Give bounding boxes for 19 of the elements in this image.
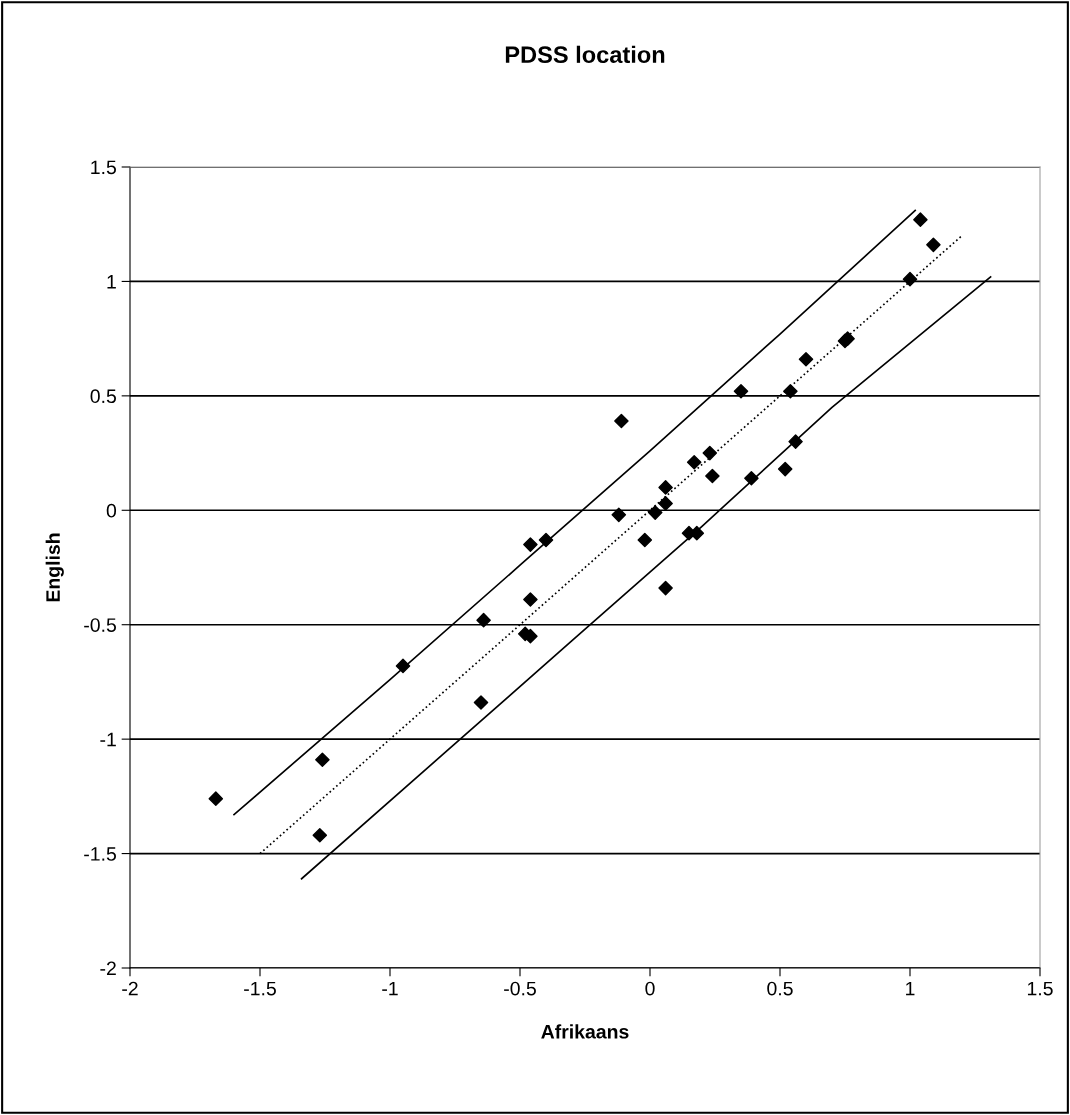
x-tick-label: 0: [645, 981, 655, 996]
x-axis-title: Afrikaans: [541, 1024, 629, 1039]
y-tick-label: -1: [100, 732, 116, 747]
y-axis-title: English: [45, 533, 64, 602]
y-tick-label: 1.5: [91, 160, 116, 175]
y-tick-label: 0: [106, 503, 117, 518]
chart-title: PDSS location: [505, 45, 665, 64]
x-tick-label: 1: [906, 981, 915, 996]
x-tick-label: -0.5: [504, 981, 536, 996]
x-tick-label: 1.5: [1027, 981, 1053, 996]
x-tick-label: -2: [122, 981, 138, 996]
y-tick-label: -2: [100, 961, 116, 976]
x-tick-label: 0.5: [767, 981, 793, 996]
x-tick-label: -1: [382, 981, 398, 996]
y-tick-label: 1: [107, 275, 116, 289]
x-tick-label: -1.5: [244, 981, 276, 996]
y-tick-label: -1.5: [84, 847, 116, 861]
y-tick-label: 0.5: [90, 389, 116, 404]
y-tick-label: -0.5: [84, 618, 116, 632]
